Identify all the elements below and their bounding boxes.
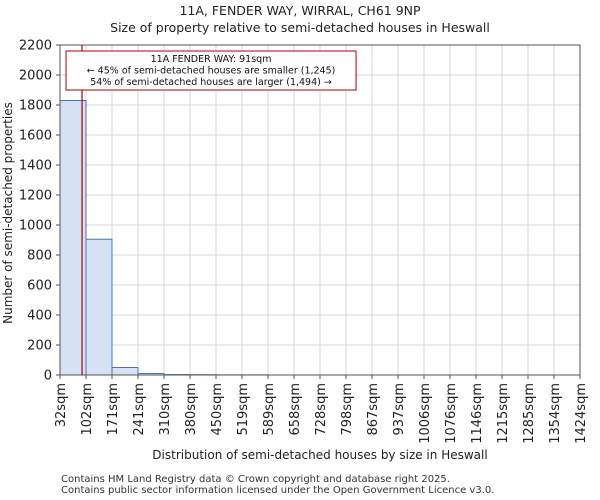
y-tick-label: 2000 [19,69,52,84]
footer-copyright: Contains HM Land Registry data © Crown c… [61,474,450,485]
x-tick-label: 1006sqm [418,383,433,444]
histogram-bar [85,238,113,376]
tick-labels: 0 200 400 600 800 1000 1200 1400 1600 1800 2000 220… [19,39,589,444]
y-tick-label: 800 [27,249,52,264]
y-tick-label: 1400 [19,159,52,174]
y-tick-label: 1800 [19,99,52,114]
footer-licence: Contains public sector information licen… [61,485,495,496]
y-tick-label: 0 [44,369,52,384]
x-tick-label: 32sqm [54,383,69,427]
x-tick-label: 658sqm [288,383,303,436]
y-tick-label: 1200 [19,189,52,204]
x-tick-label: 450sqm [210,383,225,436]
histogram-bar [111,367,139,376]
y-tick-label: 2200 [19,39,52,54]
chart-subtitle: Size of property relative to semi-detach… [110,20,490,35]
x-axis-label: Distribution of semi-detached houses by … [152,448,487,462]
x-tick-label: 519sqm [236,383,251,436]
y-tick-label: 1000 [19,219,52,234]
x-tick-label: 798sqm [340,383,355,436]
annotation-line: 11A FENDER WAY: 91sqm [151,54,272,65]
x-tick-label: 867sqm [366,383,381,436]
y-tick-label: 1600 [19,129,52,144]
x-tick-label: 937sqm [392,383,407,436]
x-tick-label: 241sqm [132,383,147,436]
x-tick-label: 1424sqm [574,383,589,444]
y-tick-label: 200 [27,339,52,354]
y-tick-label: 600 [27,279,52,294]
x-tick-label: 728sqm [314,383,329,436]
annotation-line: 54% of semi-detached houses are larger (… [90,77,332,88]
chart-title: 11A, FENDER WAY, WIRRAL, CH61 9NP [179,3,421,18]
gridlines [59,44,581,376]
x-tick-label: 171sqm [106,383,121,436]
x-tick-label: 310sqm [158,383,173,436]
x-tick-label: 380sqm [184,383,199,436]
y-tick-label: 400 [27,309,52,324]
x-tick-label: 1285sqm [522,383,537,444]
x-tick-label: 1354sqm [548,383,563,444]
x-tick-label: 102sqm [80,383,95,436]
y-axis-label: Number of semi-detached properties [1,102,15,324]
x-tick-label: 1146sqm [470,383,485,444]
x-tick-label: 1076sqm [444,383,459,444]
annotation-box [65,50,357,91]
x-tick-label: 1215sqm [496,383,511,444]
x-tick-label: 589sqm [262,383,277,436]
property-marker: 11A FENDER WAY: 91sqm← 45% of semi-detac… [65,45,357,375]
annotation-line: ← 45% of semi-detached houses are smalle… [87,66,336,77]
